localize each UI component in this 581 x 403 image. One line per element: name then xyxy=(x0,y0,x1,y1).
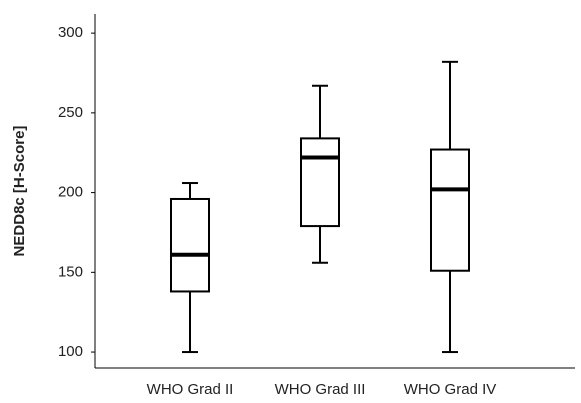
x-tick-label: WHO Grad II xyxy=(147,381,234,398)
y-tick-label: 300 xyxy=(58,24,83,41)
x-tick-label: WHO Grad III xyxy=(275,381,366,398)
y-axis-label: NEDD8c [H-Score] xyxy=(11,126,28,257)
y-tick-label: 250 xyxy=(58,104,83,121)
y-tick-label: 100 xyxy=(58,343,83,360)
box xyxy=(300,137,340,228)
x-tick-label: WHO Grad IV xyxy=(404,381,497,398)
y-tick-label: 200 xyxy=(58,184,83,201)
box xyxy=(170,197,210,293)
box xyxy=(430,148,470,272)
y-tick-label: 150 xyxy=(58,263,83,280)
